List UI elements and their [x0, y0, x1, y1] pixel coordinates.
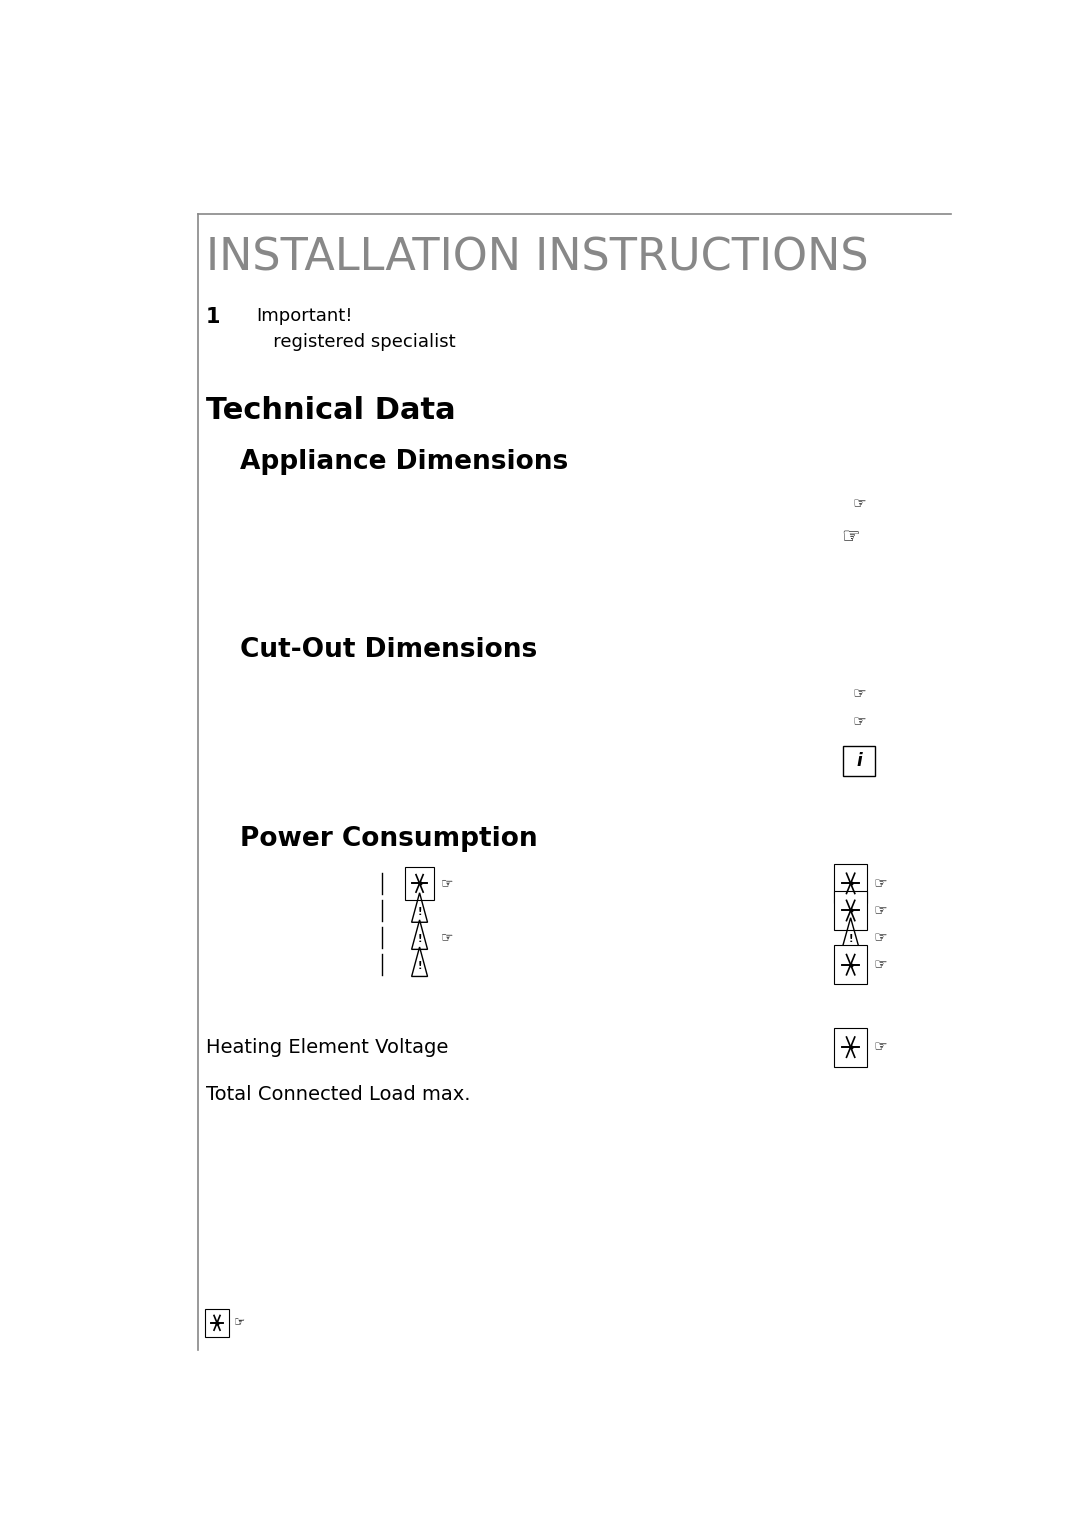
Text: ☞: ☞: [874, 875, 888, 890]
Text: Total Connected Load max.: Total Connected Load max.: [206, 1085, 471, 1103]
FancyBboxPatch shape: [843, 745, 875, 776]
Text: ☞: ☞: [441, 930, 453, 944]
Text: Heating Element Voltage: Heating Element Voltage: [206, 1037, 448, 1057]
FancyBboxPatch shape: [205, 1308, 229, 1337]
Text: Power Consumption: Power Consumption: [240, 826, 537, 852]
Text: ☞: ☞: [852, 497, 866, 511]
Text: !: !: [417, 933, 422, 944]
Text: ☞: ☞: [874, 903, 888, 918]
Text: ☞: ☞: [874, 1040, 888, 1054]
FancyBboxPatch shape: [834, 864, 867, 903]
FancyBboxPatch shape: [834, 946, 867, 984]
Text: Important!: Important!: [256, 308, 353, 326]
FancyBboxPatch shape: [834, 1028, 867, 1066]
Text: INSTALLATION INSTRUCTIONS: INSTALLATION INSTRUCTIONS: [206, 237, 868, 280]
Text: ☞: ☞: [874, 958, 888, 972]
Text: i: i: [856, 751, 862, 770]
Text: registered specialist: registered specialist: [256, 334, 456, 352]
Text: ☞: ☞: [233, 1316, 245, 1330]
Text: Appliance Dimensions: Appliance Dimensions: [240, 448, 568, 474]
Text: ☞: ☞: [441, 877, 453, 890]
FancyBboxPatch shape: [834, 890, 867, 930]
Text: ☞: ☞: [852, 687, 866, 701]
Text: !: !: [417, 961, 422, 972]
Text: !: !: [849, 935, 853, 944]
Text: !: !: [417, 907, 422, 916]
Text: ☞: ☞: [852, 715, 866, 730]
Text: ☞: ☞: [874, 930, 888, 946]
Text: 1: 1: [206, 308, 220, 327]
Text: Cut-Out Dimensions: Cut-Out Dimensions: [240, 636, 537, 662]
FancyBboxPatch shape: [405, 866, 434, 900]
Text: ☞: ☞: [841, 526, 860, 548]
Text: Technical Data: Technical Data: [206, 396, 456, 425]
